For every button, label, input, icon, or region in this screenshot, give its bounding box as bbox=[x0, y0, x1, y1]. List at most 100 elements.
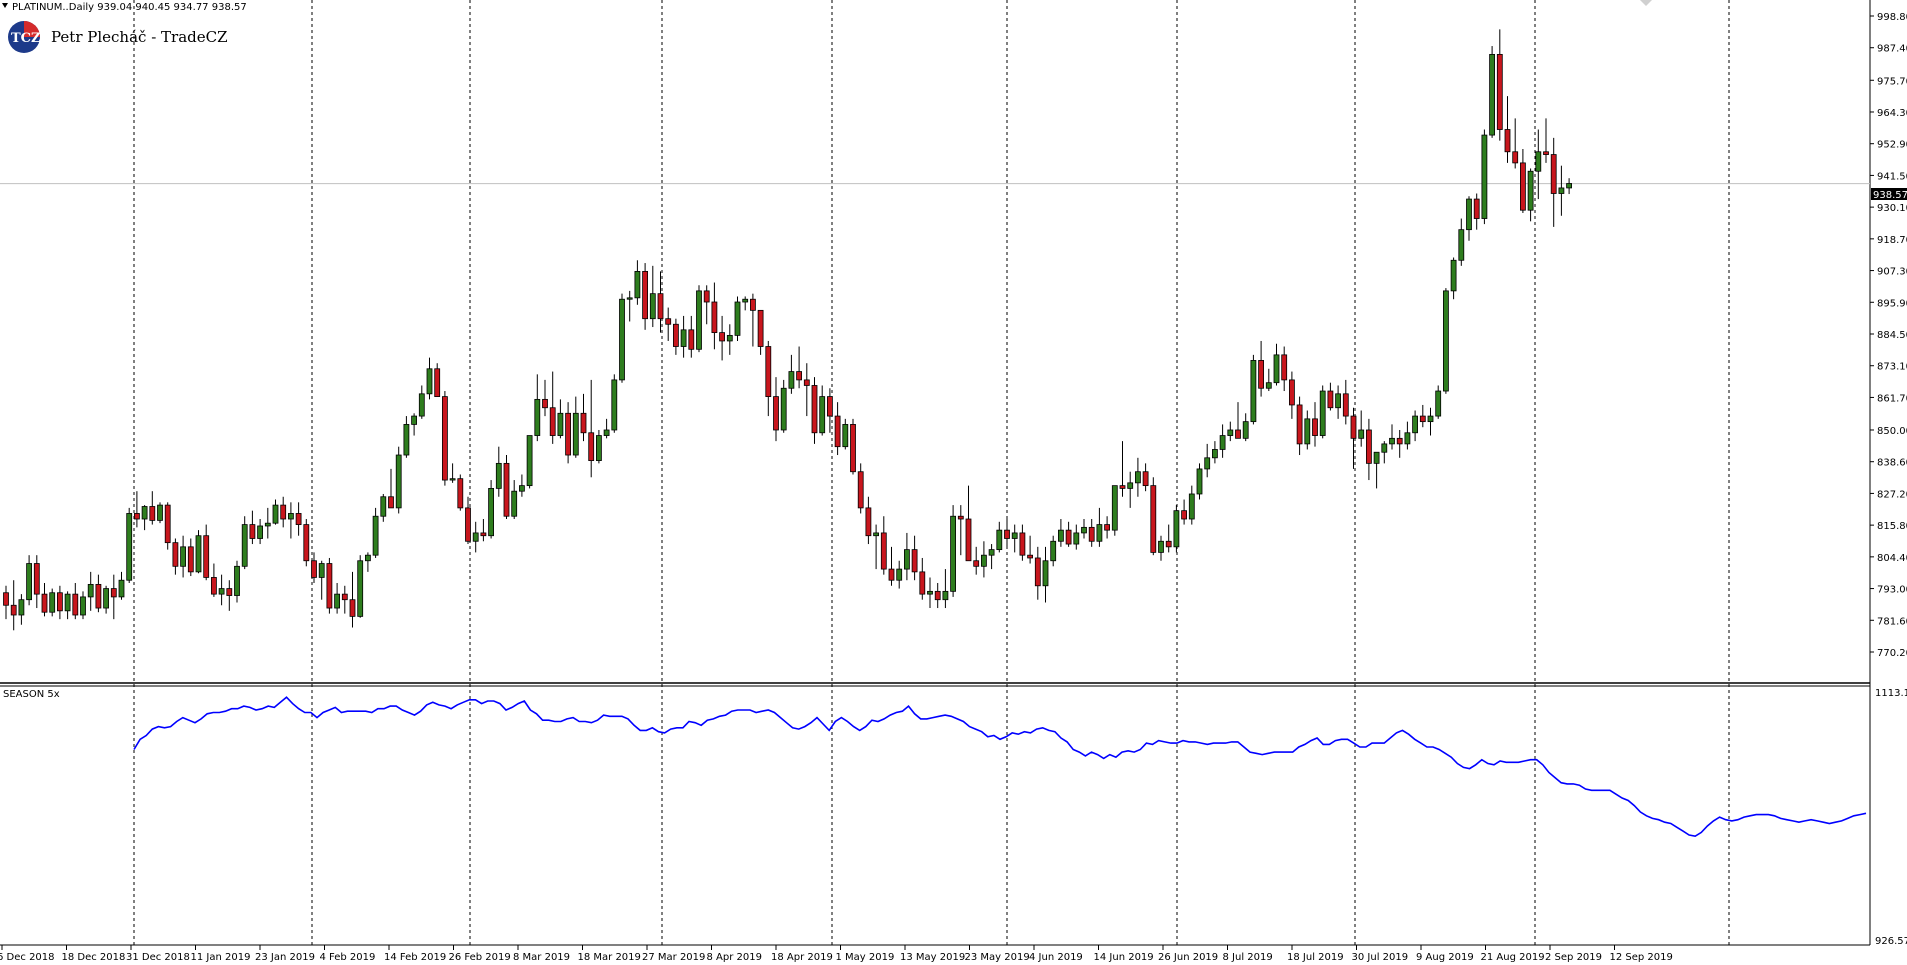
candle[interactable] bbox=[226, 580, 233, 611]
candle[interactable] bbox=[796, 346, 802, 389]
candle[interactable] bbox=[565, 402, 571, 464]
candle[interactable] bbox=[187, 538, 194, 577]
candle[interactable] bbox=[611, 374, 618, 433]
candle[interactable] bbox=[1504, 96, 1511, 163]
candle[interactable] bbox=[1312, 402, 1318, 447]
candle[interactable] bbox=[1427, 407, 1434, 436]
candle[interactable] bbox=[264, 507, 271, 539]
candle[interactable] bbox=[734, 296, 741, 341]
candle[interactable] bbox=[1358, 410, 1365, 447]
candle[interactable] bbox=[172, 538, 179, 575]
candle[interactable] bbox=[1050, 535, 1057, 567]
candle[interactable] bbox=[1473, 193, 1480, 230]
candle[interactable] bbox=[87, 571, 94, 611]
candle[interactable] bbox=[773, 377, 779, 442]
candle[interactable] bbox=[1212, 441, 1218, 464]
candle[interactable] bbox=[1058, 519, 1064, 547]
candle[interactable] bbox=[1065, 521, 1072, 547]
candle[interactable] bbox=[434, 363, 441, 397]
candle[interactable] bbox=[1319, 385, 1326, 439]
candle[interactable] bbox=[241, 516, 248, 570]
candle[interactable] bbox=[988, 544, 995, 570]
candle[interactable] bbox=[1250, 354, 1257, 425]
candle[interactable] bbox=[996, 521, 1003, 553]
candle[interactable] bbox=[195, 530, 202, 574]
candle[interactable] bbox=[896, 560, 903, 589]
candle[interactable] bbox=[511, 480, 518, 520]
candle[interactable] bbox=[673, 318, 679, 355]
candle[interactable] bbox=[26, 555, 33, 606]
candle[interactable] bbox=[280, 496, 287, 528]
candle[interactable] bbox=[388, 468, 394, 509]
candle[interactable] bbox=[49, 588, 56, 617]
candle[interactable] bbox=[218, 574, 225, 606]
candle[interactable] bbox=[1335, 385, 1341, 419]
candle[interactable] bbox=[295, 502, 302, 536]
candle[interactable] bbox=[57, 585, 63, 620]
candle[interactable] bbox=[626, 290, 633, 322]
candle[interactable] bbox=[726, 324, 733, 355]
candle[interactable] bbox=[1165, 524, 1172, 553]
candle[interactable] bbox=[1327, 382, 1334, 411]
candle[interactable] bbox=[827, 388, 833, 433]
candle[interactable] bbox=[303, 519, 310, 567]
candle[interactable] bbox=[596, 429, 602, 464]
candle[interactable] bbox=[364, 552, 371, 572]
candle[interactable] bbox=[888, 546, 895, 586]
candle[interactable] bbox=[372, 507, 379, 558]
candle[interactable] bbox=[1543, 118, 1549, 163]
candle[interactable] bbox=[688, 315, 695, 358]
candle[interactable] bbox=[1219, 424, 1226, 458]
candle[interactable] bbox=[1135, 457, 1141, 497]
candle[interactable] bbox=[272, 499, 279, 525]
candle[interactable] bbox=[41, 583, 48, 617]
candle[interactable] bbox=[95, 574, 102, 613]
candle[interactable] bbox=[72, 583, 79, 620]
candle[interactable] bbox=[1350, 407, 1357, 469]
candle[interactable] bbox=[403, 416, 410, 458]
candle[interactable] bbox=[927, 577, 933, 609]
candle[interactable] bbox=[1389, 424, 1395, 450]
candle[interactable] bbox=[803, 363, 810, 417]
candle[interactable] bbox=[1173, 505, 1180, 553]
candle[interactable] bbox=[1188, 485, 1195, 525]
candle[interactable] bbox=[503, 455, 510, 520]
candle[interactable] bbox=[919, 557, 926, 600]
candle[interactable] bbox=[1381, 441, 1388, 464]
candle[interactable] bbox=[534, 374, 541, 442]
time-axis[interactable]: 6 Dec 2018 18 Dec 2018 31 Dec 2018 11 Jan 2… bbox=[0, 945, 1673, 963]
candle[interactable] bbox=[449, 463, 456, 483]
candle[interactable] bbox=[880, 516, 887, 575]
candle[interactable] bbox=[1396, 429, 1403, 458]
candle[interactable] bbox=[1520, 148, 1526, 213]
candle[interactable] bbox=[1496, 29, 1503, 141]
candle[interactable] bbox=[1034, 546, 1041, 600]
candle[interactable] bbox=[110, 574, 117, 620]
candle[interactable] bbox=[603, 418, 610, 439]
candle[interactable] bbox=[457, 474, 464, 511]
candle[interactable] bbox=[180, 535, 187, 578]
candle[interactable] bbox=[1088, 519, 1095, 547]
candle[interactable] bbox=[1458, 218, 1465, 266]
candle[interactable] bbox=[542, 379, 548, 417]
candle[interactable] bbox=[441, 391, 448, 486]
candle[interactable] bbox=[857, 463, 864, 514]
candle[interactable] bbox=[588, 379, 595, 478]
candle[interactable] bbox=[911, 535, 918, 581]
candle[interactable] bbox=[10, 580, 17, 631]
candle[interactable] bbox=[973, 546, 980, 575]
candle[interactable] bbox=[1527, 168, 1534, 222]
candle[interactable] bbox=[904, 532, 910, 581]
candle[interactable] bbox=[349, 571, 356, 628]
candle[interactable] bbox=[1227, 421, 1234, 442]
candle[interactable] bbox=[141, 505, 148, 531]
candlestick-series[interactable] bbox=[3, 29, 1572, 631]
candle[interactable] bbox=[1535, 129, 1542, 200]
candle[interactable] bbox=[1489, 46, 1495, 138]
candle[interactable] bbox=[1181, 499, 1187, 525]
candle[interactable] bbox=[742, 296, 749, 311]
candle[interactable] bbox=[1096, 507, 1103, 547]
candle[interactable] bbox=[934, 583, 941, 609]
candle[interactable] bbox=[950, 505, 956, 597]
candle[interactable] bbox=[1019, 524, 1026, 561]
